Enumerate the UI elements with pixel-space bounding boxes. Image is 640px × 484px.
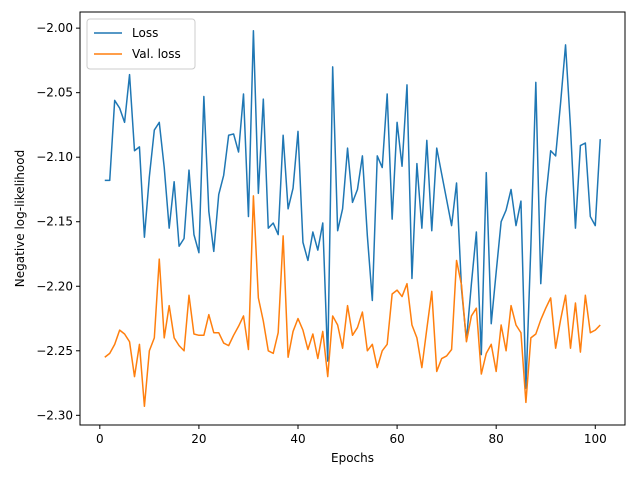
x-tick-label: 40 [290,432,305,446]
legend-box [86,18,196,70]
legend-label-2: Val. loss [132,47,181,61]
y-tick-label: −2.15 [36,215,73,229]
x-tick-label: 100 [584,432,607,446]
y-tick-label: −2.25 [36,344,73,358]
series-line-1 [104,29,601,389]
x-tick-label: 0 [96,432,104,446]
y-tick-label: −2.30 [36,408,73,422]
axes-frame [79,11,626,426]
y-axis-label: Negative log-likelihood [13,150,27,287]
y-tick-label: −2.00 [36,21,73,35]
y-tick-label: −2.20 [36,279,73,293]
x-tick-label: 20 [191,432,206,446]
legend: Loss Val. loss [86,18,196,70]
series-line-2 [104,195,601,408]
x-tick-label: 80 [489,432,504,446]
legend-label-1: Loss [132,26,158,40]
y-tick-label: −2.05 [36,86,73,100]
plot-area [104,29,601,408]
y-tick-label: −2.10 [36,150,73,164]
axes-ticks: 0 20 40 60 80 100 −2.30 −2.25 −2.20 −2.15 −2.10 −2.… [36,21,607,446]
x-axis-label: Epochs [331,451,374,465]
x-tick-label: 60 [389,432,404,446]
